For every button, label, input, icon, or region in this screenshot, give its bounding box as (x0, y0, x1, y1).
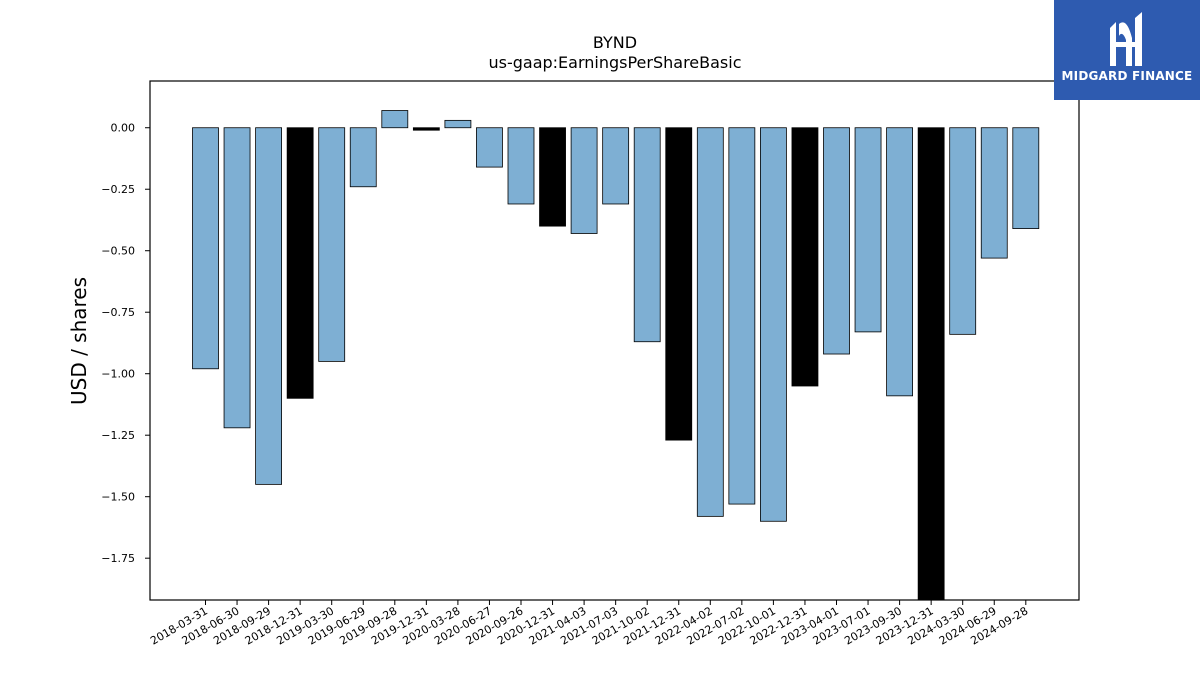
bar-2021-07-03 (602, 127, 630, 205)
bar-2021-10-02 (633, 127, 661, 343)
y-tick-label: −0.75 (101, 306, 135, 319)
bar-2019-09-28 (381, 110, 409, 129)
bar-2022-04-02 (696, 127, 724, 517)
bar-2018-09-29 (255, 127, 283, 485)
bar-2018-12-31 (286, 127, 314, 399)
midgard-logo-icon (1110, 12, 1142, 66)
bar-2023-09-30 (886, 127, 913, 397)
bar-2024-09-28 (1012, 127, 1040, 229)
y-tick-label: −0.25 (101, 183, 135, 196)
bar-2019-12-31 (412, 127, 440, 131)
bar-2023-12-31 (917, 127, 945, 601)
bar-2021-04-03 (570, 127, 598, 234)
bar-2022-07-02 (728, 127, 756, 505)
logo-text: MIDGARD FINANCE (1061, 69, 1193, 83)
bar-2023-04-01 (823, 127, 850, 355)
bar-2019-03-30 (318, 127, 346, 362)
y-tick-label: −0.50 (101, 245, 135, 258)
bar-2024-03-30 (949, 127, 977, 335)
bar-2022-10-01 (760, 127, 787, 522)
chart-subtitle: us-gaap:EarningsPerShareBasic (488, 53, 741, 72)
y-tick-label: −1.00 (101, 368, 135, 381)
y-tick-label: 0.00 (111, 122, 136, 135)
brand-logo: MIDGARD FINANCE (1054, 0, 1200, 100)
bar-2021-12-31 (665, 127, 693, 441)
bars-group (192, 110, 1040, 601)
y-ticks-group: 0.00 −0.25 −0.50 −0.75 −1.00 −1.25 −1.50 −1.75 (101, 122, 150, 565)
bar-2018-03-31 (192, 127, 219, 370)
chart-title: BYND (593, 33, 637, 52)
x-ticks-group: 2018-03-312018-06-302018-09-292018-12-31… (148, 600, 1030, 648)
bar-2023-07-01 (854, 127, 882, 333)
bar-2019-06-29 (349, 127, 377, 188)
bar-2020-12-31 (539, 127, 566, 227)
y-tick-label: −1.25 (101, 429, 135, 442)
bar-2020-09-26 (507, 127, 535, 205)
y-tick-label: −1.50 (101, 491, 135, 504)
plot-frame (149, 80, 1080, 601)
bar-2024-06-29 (980, 127, 1008, 259)
y-axis-label: USD / shares (67, 277, 91, 405)
bar-2020-06-27 (476, 127, 503, 168)
bar-2020-03-28 (444, 119, 472, 129)
bar-2018-06-30 (223, 127, 251, 429)
bar-2022-12-31 (791, 127, 819, 387)
y-tick-label: −1.75 (101, 552, 135, 565)
